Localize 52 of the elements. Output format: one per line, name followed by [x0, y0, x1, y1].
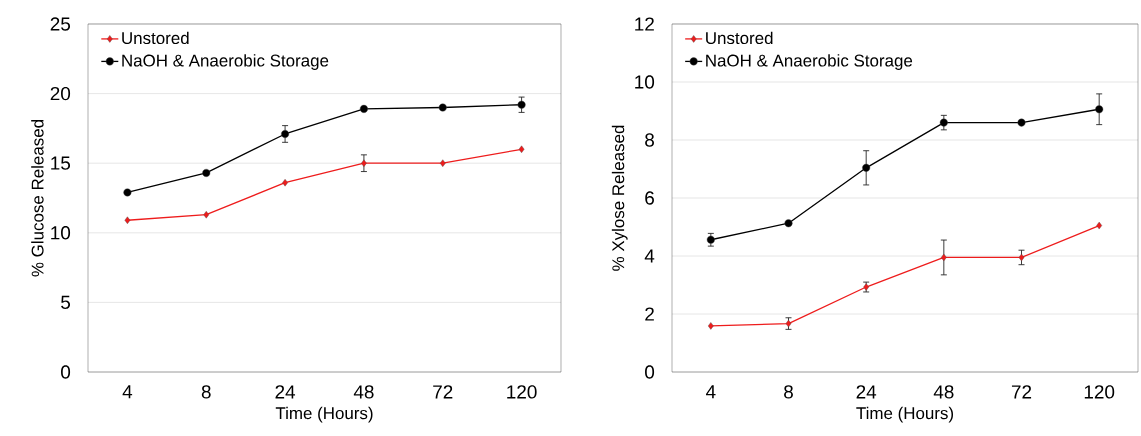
y-tick-label: 20 — [50, 86, 71, 101]
legend-label: Unstored — [706, 31, 773, 45]
point — [438, 103, 447, 112]
y-tick-label: 8 — [645, 133, 654, 147]
x-axis-title: Time (Hours) — [275, 406, 373, 423]
y-tick-label: 0 — [645, 365, 655, 379]
x-tick-label: 48 — [933, 385, 954, 399]
x-tick-label: 8 — [201, 385, 211, 399]
y-axis-title: % Glucose Released — [31, 120, 44, 277]
x-tick-label: 4 — [122, 385, 133, 399]
point — [706, 235, 715, 244]
point — [124, 216, 131, 224]
y-tick-label: 2 — [645, 307, 654, 321]
x-tick-label: 120 — [1084, 385, 1115, 399]
point — [1017, 118, 1026, 127]
legend-label: NaOH & Anaerobic Storage — [122, 54, 329, 70]
x-tick-label: 4 — [706, 385, 716, 399]
y-tick-label: 4 — [644, 249, 655, 263]
x-tick-label: 72 — [1011, 385, 1032, 399]
y-tick-label: 0 — [61, 365, 71, 379]
point — [517, 100, 526, 109]
y-tick-label: 12 — [635, 17, 654, 31]
point — [202, 168, 211, 177]
point — [518, 145, 525, 153]
point — [439, 159, 446, 167]
y-tick-label: 6 — [645, 191, 654, 205]
point — [359, 104, 368, 113]
y-tick-label: 10 — [51, 226, 71, 240]
legend-label: Unstored — [122, 31, 189, 45]
point — [361, 159, 367, 167]
point — [281, 129, 290, 138]
legend-label: NaOH & Anaerobic Storage — [706, 54, 913, 70]
y-tick-label: 5 — [61, 295, 71, 310]
y-tick-label: 25 — [50, 17, 71, 31]
point — [123, 188, 132, 197]
point — [1095, 105, 1104, 114]
x-tick-label: 24 — [275, 385, 296, 399]
point — [784, 219, 793, 228]
point — [708, 322, 714, 330]
x-axis-title: Time (Hours) — [856, 406, 954, 423]
x-tick-label: 8 — [784, 385, 793, 399]
x-tick-label: 120 — [507, 385, 537, 399]
y-tick-label: 15 — [51, 156, 71, 170]
x-tick-label: 48 — [353, 385, 374, 399]
point — [1018, 253, 1025, 262]
point — [862, 163, 871, 172]
point — [203, 211, 210, 219]
y-tick-label: 10 — [635, 75, 655, 89]
y-axis-title: % Xylose Released — [611, 125, 628, 271]
point — [939, 118, 948, 127]
x-tick-label: 72 — [433, 385, 453, 399]
x-tick-label: 24 — [856, 385, 877, 399]
